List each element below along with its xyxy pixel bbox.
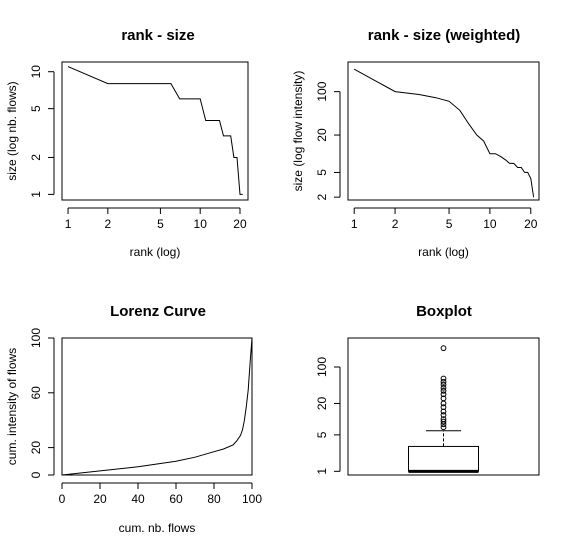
lorenz-y-tick-label: 100 — [29, 328, 43, 348]
rank-size-x-tick-label: 20 — [233, 217, 247, 231]
rank-size-weighted-title: rank - size (weighted) — [368, 27, 521, 44]
rank-size-title: rank - size — [121, 27, 194, 44]
boxplot-outlier-point — [440, 418, 447, 425]
lorenz-series-line — [61, 337, 253, 476]
boxplot-outlier-point — [440, 424, 447, 431]
boxplot-outlier-point — [440, 375, 447, 382]
lorenz-ylabel: cum. intensity of flows — [5, 348, 19, 465]
rank-size-weighted-panel: rank - size (weighted) rank (log) size (… — [291, 27, 540, 259]
rank-size-x-tick-label: 5 — [157, 217, 164, 231]
rank-size-xlabel: rank (log) — [130, 245, 181, 259]
rank-size-weighted-xlabel: rank (log) — [418, 245, 469, 259]
lorenz-xlabel: cum. nb. flows — [119, 521, 196, 535]
lorenz-y-tick-label: 20 — [29, 441, 43, 455]
rank-size-y-tick-label: 10 — [29, 65, 43, 79]
lorenz-plot-frame — [61, 337, 253, 476]
lorenz-x-tick-label: 60 — [169, 492, 183, 506]
boxplot-outlier-point — [440, 395, 447, 402]
boxplot-y-tick-label: 100 — [315, 357, 329, 377]
rank-size-weighted-x-tick-label: 5 — [446, 217, 453, 231]
boxplot-y-tick-label: 5 — [315, 431, 329, 438]
rank-size-weighted-y-tick-label: 2 — [315, 194, 329, 201]
lorenz-x-tick-label: 0 — [59, 492, 66, 506]
boxplot-outlier-point — [440, 378, 447, 385]
rank-size-weighted-x-tick-label: 10 — [483, 217, 497, 231]
lorenz-y-tick-label: 60 — [29, 386, 43, 400]
lorenz-y-tick-label: 0 — [29, 471, 43, 478]
rank-size-y-tick-label: 2 — [29, 154, 43, 161]
boxplot-outlier-point — [440, 384, 447, 391]
rank-size-x-tick-label: 2 — [104, 217, 111, 231]
rank-size-weighted-ylabel: size (log flow intensity) — [291, 71, 305, 192]
boxplot-y-tick-label: 20 — [315, 396, 329, 410]
boxplot-plot-frame — [347, 337, 540, 476]
rank-size-weighted-x-tick-label: 2 — [392, 217, 399, 231]
lorenz-panel: Lorenz Curve cum. nb. flows cum. intensi… — [5, 303, 262, 535]
rank-size-weighted-series-line — [353, 68, 535, 198]
rank-size-y-tick-label: 5 — [29, 105, 43, 112]
boxplot-outlier-point — [440, 381, 447, 388]
rank-size-weighted-x-tick-label: 20 — [524, 217, 538, 231]
lorenz-x-tick-label: 100 — [242, 492, 262, 506]
rank-size-y-tick-label: 1 — [29, 191, 43, 198]
lorenz-title: Lorenz Curve — [110, 303, 206, 320]
rank-size-weighted-y-tick-label: 5 — [315, 169, 329, 176]
boxplot-outlier-point — [440, 387, 447, 394]
rank-size-panel: rank - size rank (log) size (log nb. flo… — [5, 27, 249, 259]
rank-size-weighted-x-tick-label: 1 — [351, 217, 358, 231]
boxplot-y-tick-label: 1 — [315, 468, 329, 475]
rank-size-weighted-plot-frame — [347, 61, 540, 201]
rank-size-x-tick-label: 1 — [65, 217, 72, 231]
boxplot-box — [408, 445, 479, 472]
rank-size-ylabel: size (log nb. flows) — [5, 81, 19, 180]
lorenz-x-tick-label: 40 — [131, 492, 145, 506]
rank-size-weighted-y-tick-label: 20 — [315, 128, 329, 142]
boxplot-outlier-point — [440, 391, 447, 398]
boxplot-panel: Boxplot 1 5 20 100 — [315, 303, 540, 476]
rank-size-plot-frame — [61, 61, 249, 201]
boxplot-outlier-point — [440, 416, 447, 423]
rank-size-weighted-y-tick-label: 100 — [315, 81, 329, 101]
boxplot-outlier-point — [440, 412, 447, 418]
lorenz-x-tick-label: 20 — [93, 492, 107, 506]
boxplot-outlier-point — [440, 345, 447, 352]
rank-size-series-line — [67, 66, 243, 195]
rank-size-x-tick-label: 10 — [194, 217, 208, 231]
lorenz-x-tick-label: 80 — [207, 492, 221, 506]
boxplot-title: Boxplot — [416, 303, 472, 320]
boxplot-outlier-point — [440, 404, 447, 411]
